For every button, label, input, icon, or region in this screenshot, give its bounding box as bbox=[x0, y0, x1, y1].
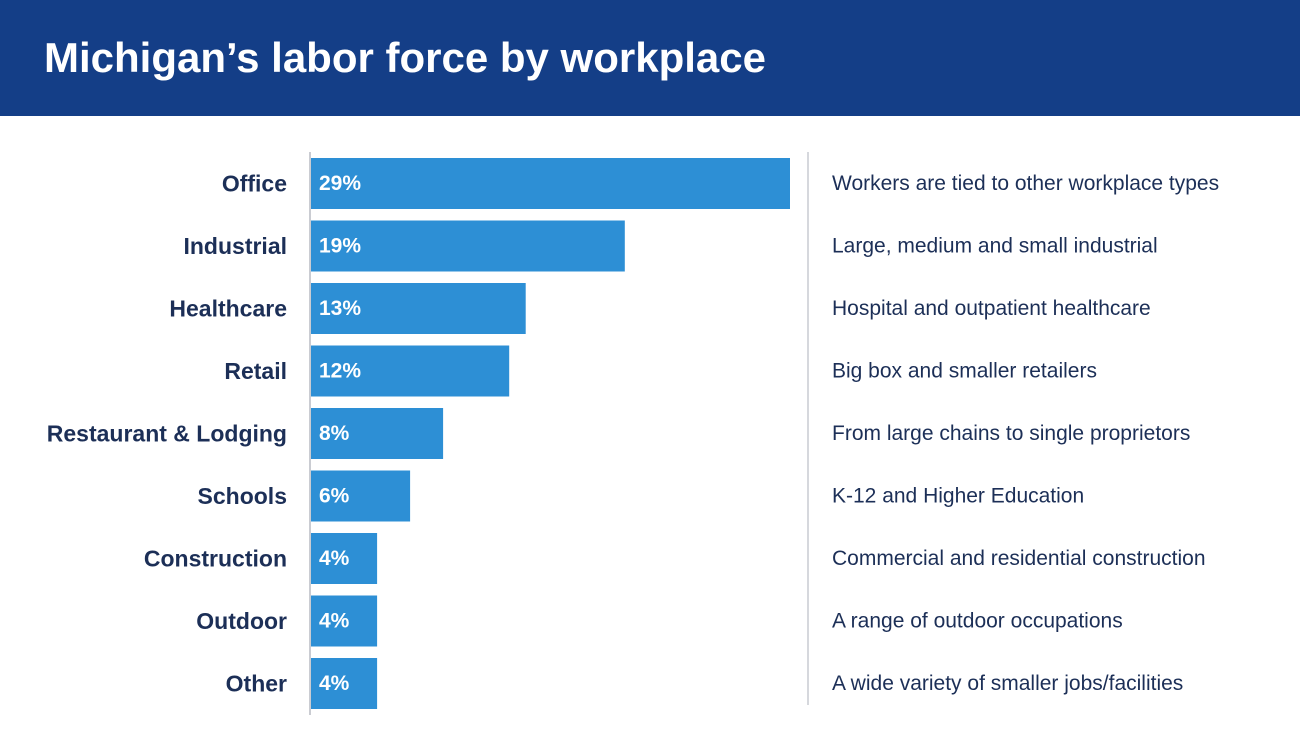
bar bbox=[311, 408, 444, 459]
bar bbox=[311, 345, 510, 397]
description-text: A range of outdoor occupations bbox=[832, 610, 1123, 633]
category-label: Healthcare bbox=[169, 296, 287, 322]
category-label: Outdoor bbox=[196, 608, 287, 634]
value-label: 4% bbox=[319, 610, 350, 633]
bar bbox=[311, 595, 378, 647]
value-label: 12% bbox=[319, 360, 361, 383]
category-label: Office bbox=[222, 171, 287, 197]
category-label: Schools bbox=[198, 483, 287, 509]
value-label: 19% bbox=[319, 235, 361, 258]
description-text: From large chains to single proprietors bbox=[832, 422, 1190, 445]
description-text: A wide variety of smaller jobs/facilitie… bbox=[832, 672, 1183, 695]
bar bbox=[311, 533, 378, 584]
value-label: 13% bbox=[319, 297, 361, 320]
value-label: 29% bbox=[319, 172, 361, 195]
description-text: Workers are tied to other workplace type… bbox=[832, 172, 1219, 195]
value-label: 8% bbox=[319, 422, 350, 445]
bar bbox=[311, 283, 526, 334]
bar bbox=[311, 220, 625, 272]
description-text: Hospital and outpatient healthcare bbox=[832, 297, 1151, 320]
category-label: Industrial bbox=[183, 233, 287, 259]
page-title: Michigan’s labor force by workplace bbox=[44, 34, 766, 81]
description-text: Large, medium and small industrial bbox=[832, 235, 1158, 258]
chart-rows: Office 29% Workers are tied to other workp… bbox=[47, 158, 1219, 709]
category-label: Retail bbox=[224, 358, 287, 384]
value-label: 4% bbox=[319, 547, 350, 570]
category-label: Other bbox=[226, 671, 287, 697]
description-text: Big box and smaller retailers bbox=[832, 360, 1097, 383]
value-label: 4% bbox=[319, 672, 350, 695]
bar bbox=[311, 658, 378, 709]
category-label: Construction bbox=[144, 546, 287, 572]
title-banner: Michigan’s labor force by workplace bbox=[0, 0, 1300, 116]
bar bbox=[311, 470, 411, 522]
description-text: Commercial and residential construction bbox=[832, 547, 1206, 570]
category-label: Restaurant & Lodging bbox=[47, 421, 287, 447]
value-label: 6% bbox=[319, 485, 350, 508]
description-text: K-12 and Higher Education bbox=[832, 485, 1084, 508]
bar bbox=[311, 158, 790, 209]
